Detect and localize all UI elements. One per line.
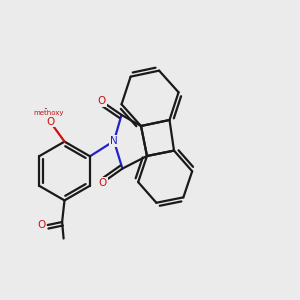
Text: O: O [37,220,45,230]
Text: O: O [98,178,107,188]
Text: O: O [46,117,55,127]
Text: N: N [110,136,118,146]
Text: O: O [98,96,106,106]
Text: methoxy: methoxy [34,110,64,116]
